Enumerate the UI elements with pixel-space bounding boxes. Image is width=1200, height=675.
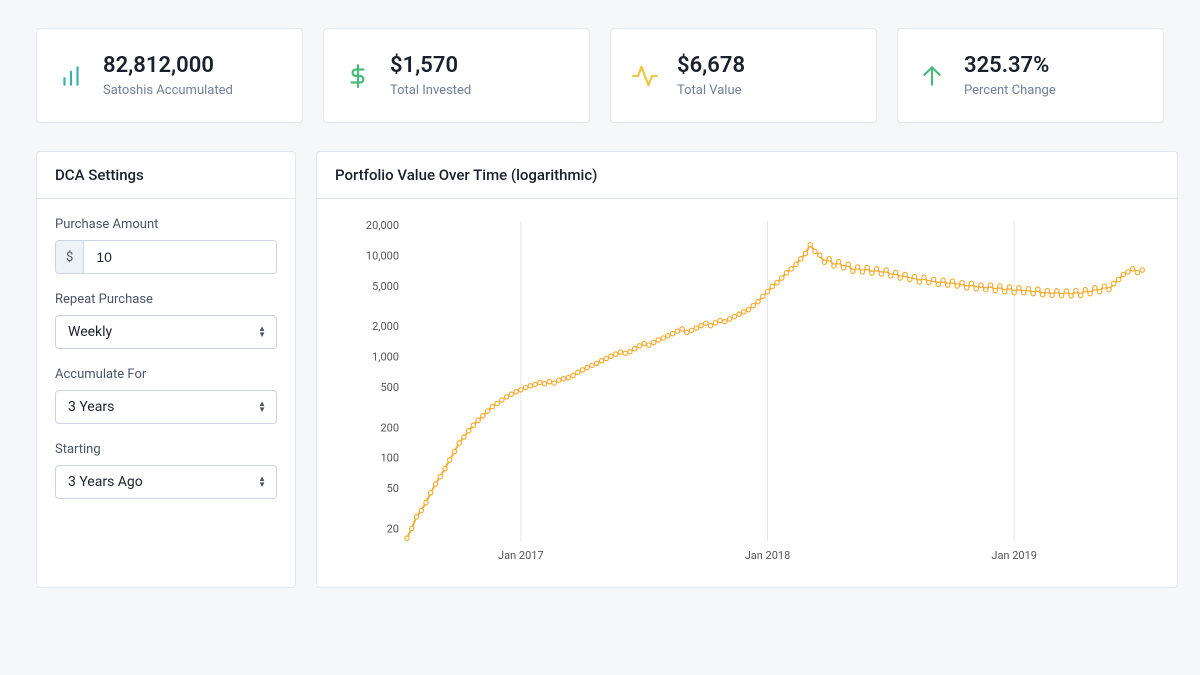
activity-icon [631, 62, 659, 90]
svg-text:Jan 2018: Jan 2018 [745, 549, 791, 562]
svg-text:1,000: 1,000 [372, 351, 399, 364]
stat-value: $6,678 [677, 53, 745, 79]
arrow-up-icon [918, 62, 946, 90]
bars-icon [57, 62, 85, 90]
stat-value: 325.37% [964, 53, 1056, 79]
chart-panel: Portfolio Value Over Time (logarithmic) … [316, 151, 1178, 588]
select-arrows-icon: ▲▼ [258, 476, 266, 488]
stat-value: $1,570 [390, 53, 471, 79]
svg-text:20,000: 20,000 [366, 220, 399, 233]
stat-label: Total Invested [390, 83, 471, 98]
repeat-select[interactable]: Weekly ▲▼ [55, 315, 277, 349]
svg-text:10,000: 10,000 [366, 250, 399, 263]
repeat-value: Weekly [68, 324, 112, 340]
settings-title: DCA Settings [37, 152, 295, 199]
stat-card: $6,678 Total Value [610, 28, 877, 123]
accumulate-select[interactable]: 3 Years ▲▼ [55, 390, 277, 424]
dollar-icon [344, 62, 372, 90]
select-arrows-icon: ▲▼ [258, 401, 266, 413]
starting-value: 3 Years Ago [68, 474, 143, 490]
svg-text:2,000: 2,000 [372, 321, 399, 334]
svg-text:200: 200 [380, 422, 399, 435]
repeat-label: Repeat Purchase [55, 292, 277, 307]
svg-text:20: 20 [387, 523, 399, 536]
stat-card: $1,570 Total Invested [323, 28, 590, 123]
portfolio-chart: 20 50 100 200 500 1,000 2,000 5,000 10,000 20,000… [337, 211, 1157, 581]
stat-card: 82,812,000 Satoshis Accumulated [36, 28, 303, 123]
stat-label: Percent Change [964, 83, 1056, 98]
stat-label: Satoshis Accumulated [103, 83, 233, 98]
svg-text:500: 500 [380, 381, 399, 394]
currency-prefix: $ [56, 241, 84, 273]
svg-text:100: 100 [380, 452, 399, 465]
stat-value: 82,812,000 [103, 53, 233, 79]
svg-text:50: 50 [387, 483, 399, 496]
accumulate-label: Accumulate For [55, 367, 277, 382]
purchase-amount-label: Purchase Amount [55, 217, 277, 232]
svg-text:5,000: 5,000 [372, 280, 399, 293]
select-arrows-icon: ▲▼ [258, 326, 266, 338]
stat-label: Total Value [677, 83, 745, 98]
chart-title: Portfolio Value Over Time (logarithmic) [317, 152, 1177, 199]
svg-text:Jan 2019: Jan 2019 [991, 549, 1037, 562]
dca-settings-panel: DCA Settings Purchase Amount $ .00 Repea… [36, 151, 296, 588]
accumulate-value: 3 Years [68, 399, 114, 415]
svg-text:Jan 2017: Jan 2017 [498, 549, 544, 562]
starting-select[interactable]: 3 Years Ago ▲▼ [55, 465, 277, 499]
stat-card: 325.37% Percent Change [897, 28, 1164, 123]
purchase-amount-input-group: $ .00 [55, 240, 277, 274]
starting-label: Starting [55, 442, 277, 457]
purchase-amount-input[interactable] [84, 241, 277, 273]
